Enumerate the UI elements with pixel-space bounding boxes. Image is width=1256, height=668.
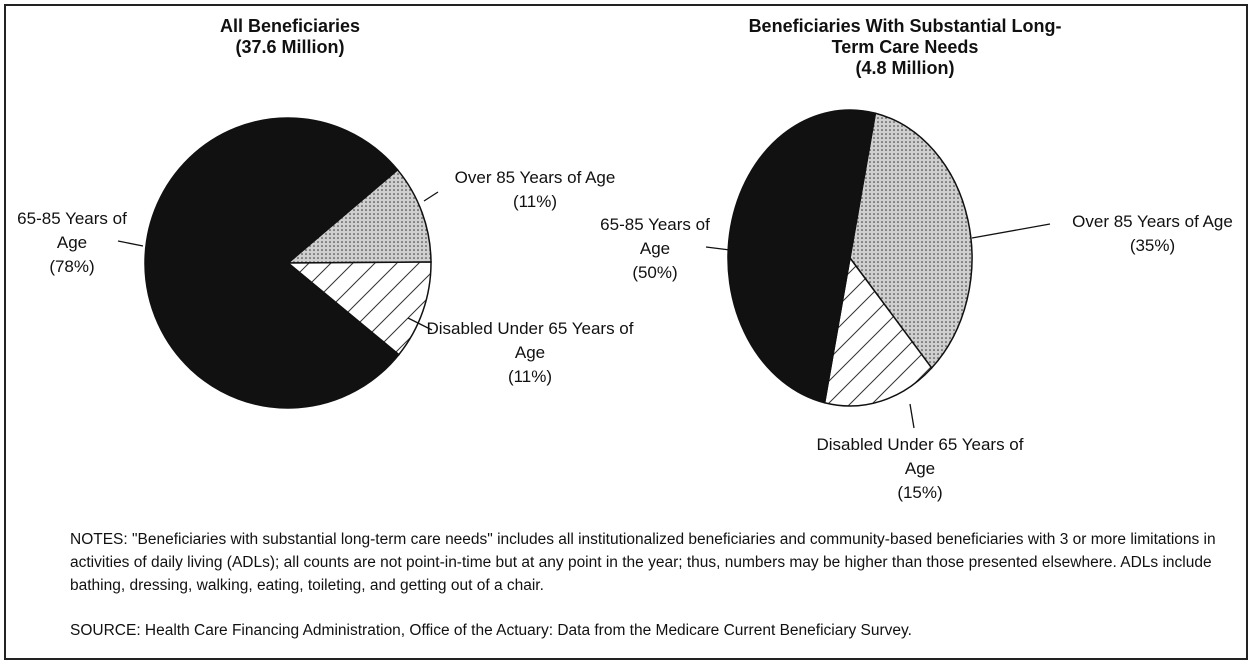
leader-line	[423, 191, 439, 202]
slice-value-label: (11%)	[512, 192, 558, 211]
slice-value-label: (35%)	[1129, 236, 1176, 255]
source: SOURCE: Health Care Financing Administra…	[70, 622, 912, 639]
frame	[4, 4, 1248, 660]
slice-label: Over 85 Years of Age (11%)	[420, 166, 650, 214]
pie-slice	[144, 117, 400, 409]
slice-category: 65-85 Years of Age	[17, 209, 127, 252]
leader-line	[407, 317, 433, 331]
slice-label: Over 85 Years of Age (35%)	[1050, 210, 1255, 258]
pie-slice	[727, 109, 877, 404]
slice-label: Disabled Under 65 Years of Age (11%)	[420, 317, 640, 389]
slice-category: Disabled Under 65 Years of Age	[426, 319, 634, 362]
pie-slice	[285, 261, 432, 356]
pie-slice	[849, 112, 973, 370]
slice-category: Disabled Under 65 Years of Age	[816, 435, 1024, 478]
chart-title: All Beneficiaries	[219, 16, 361, 36]
pie-slice	[823, 256, 933, 407]
notes: NOTES: "Beneficiaries with substantial l…	[70, 531, 1216, 594]
chart-title: Beneficiaries With Substantial Long-Term…	[748, 16, 1062, 57]
slice-label: Disabled Under 65 Years of Age (15%)	[810, 433, 1030, 505]
slice-value-label: (15%)	[897, 483, 943, 502]
chart-subtitle: (4.8 Million)	[855, 58, 955, 78]
pie-slice	[285, 168, 432, 264]
slice-label: 65-85 Years of Age (50%)	[595, 213, 715, 285]
chart-title-block: Beneficiaries With Substantial Long-Term…	[730, 16, 1080, 79]
slice-label: 65-85 Years of Age (78%)	[12, 207, 132, 279]
slice-category: Over 85 Years of Age	[1072, 212, 1233, 231]
chart-title-block: All Beneficiaries (37.6 Million)	[130, 16, 450, 58]
slice-category: Over 85 Years of Age	[454, 168, 616, 187]
leader-line	[971, 223, 1051, 239]
leader-line	[117, 240, 144, 247]
slice-value-label: (78%)	[49, 257, 95, 276]
slice-value-label: (50%)	[632, 263, 678, 282]
leader-line	[705, 246, 731, 251]
chart-subtitle: (37.6 Million)	[235, 37, 345, 57]
leader-line	[909, 403, 915, 429]
slice-category: 65-85 Years of Age	[600, 215, 710, 258]
slice-value-label: (11%)	[507, 367, 553, 386]
